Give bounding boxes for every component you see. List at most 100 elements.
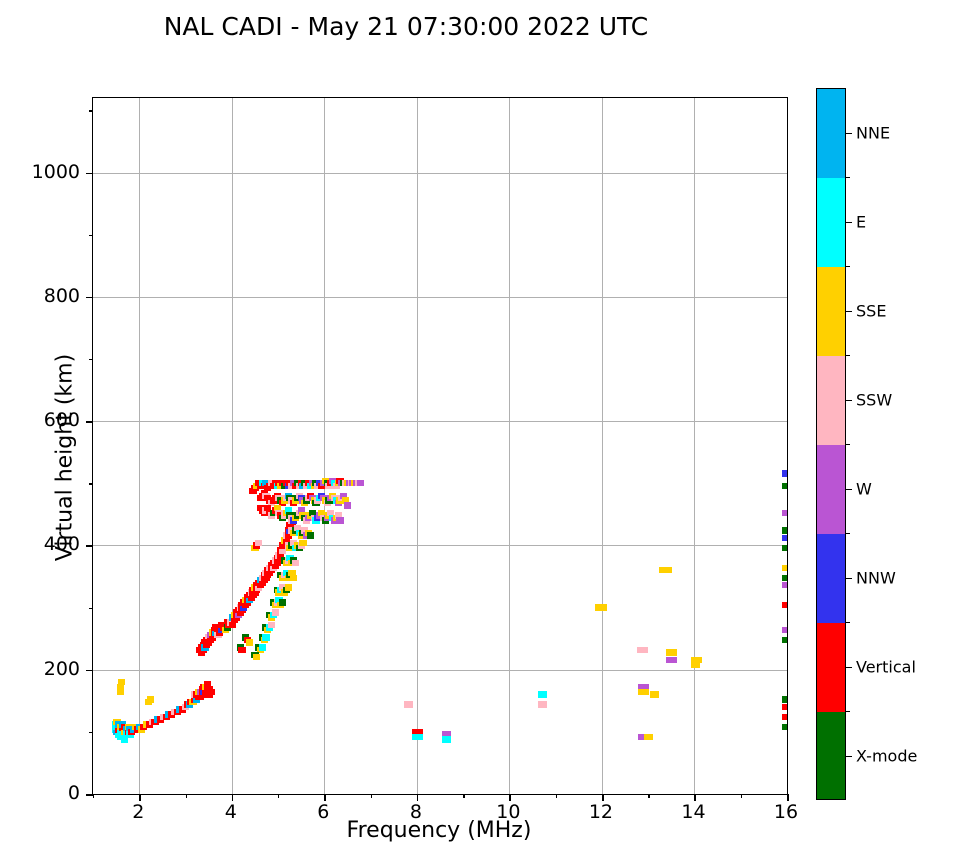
data-point — [146, 696, 154, 703]
colorbar-band-w[interactable] — [817, 445, 845, 535]
colorbar-band-vertical[interactable] — [817, 623, 845, 713]
gridline-vertical — [601, 98, 603, 794]
data-point — [340, 492, 348, 499]
gridline-horizontal — [93, 669, 787, 671]
data-point — [781, 626, 787, 634]
data-point — [540, 701, 548, 708]
data-point — [262, 634, 270, 641]
data-point — [781, 544, 787, 552]
data-point — [273, 504, 281, 512]
colorbar-tick — [846, 310, 852, 312]
data-point — [334, 512, 342, 519]
data-point — [253, 654, 261, 661]
colorbar-boundary-tick — [846, 711, 850, 713]
data-point — [600, 604, 608, 611]
data-point — [781, 534, 787, 542]
x-tick-minor — [463, 794, 465, 798]
data-point — [118, 678, 126, 686]
colorbar-tick — [846, 666, 852, 668]
data-point — [279, 547, 287, 554]
x-tick-label: 4 — [224, 801, 237, 823]
data-point — [781, 482, 787, 489]
colorbar-band-nne[interactable] — [817, 89, 845, 179]
data-point — [229, 621, 237, 629]
y-tick-major — [86, 545, 93, 548]
data-point — [317, 509, 326, 517]
x-tick-minor — [185, 794, 187, 798]
colorbar-band-e[interactable] — [817, 178, 845, 268]
plot-frame — [86, 97, 789, 801]
data-point — [342, 497, 350, 504]
colorbar-tick — [846, 755, 852, 757]
gridline-vertical — [231, 98, 233, 794]
x-tick-major — [601, 794, 604, 801]
azimuth-colorbar[interactable] — [816, 88, 846, 800]
data-point — [540, 691, 548, 698]
data-point — [284, 507, 292, 514]
gridline-horizontal — [93, 172, 787, 174]
data-point — [275, 557, 283, 564]
data-point — [327, 509, 335, 517]
data-point — [692, 661, 700, 668]
colorbar-band-x-mode[interactable] — [817, 712, 845, 799]
colorbar-label-x-mode: X-mode — [856, 746, 918, 765]
data-point — [781, 509, 787, 517]
x-tick-label: 16 — [773, 801, 799, 823]
data-point — [781, 574, 787, 581]
data-point — [299, 539, 307, 547]
colorbar-band-nnw[interactable] — [817, 534, 845, 624]
y-tick-label: 0 — [67, 782, 80, 804]
data-point — [279, 599, 287, 606]
y-tick-major — [86, 172, 93, 175]
data-point — [288, 522, 296, 529]
data-point — [290, 539, 298, 547]
colorbar-band-ssw[interactable] — [817, 356, 845, 446]
data-point — [343, 502, 352, 509]
y-axis-title: Virtual height (km) — [52, 353, 78, 562]
data-point — [664, 567, 673, 574]
x-tick-minor — [740, 794, 743, 798]
data-point — [781, 696, 787, 703]
y-tick-major — [86, 794, 93, 796]
data-point — [301, 527, 309, 534]
x-tick-minor — [370, 794, 372, 798]
data-point — [781, 601, 787, 609]
gridline-vertical — [694, 98, 696, 794]
x-tick-label: 10 — [496, 801, 521, 823]
y-tick-minor — [89, 607, 93, 609]
y-tick-label: 400 — [43, 533, 80, 556]
x-tick-label: 12 — [588, 801, 614, 823]
data-point — [306, 532, 315, 539]
y-tick-label: 200 — [43, 657, 80, 680]
colorbar-tick — [846, 132, 852, 134]
data-point — [282, 569, 290, 576]
colorbar-boundary-tick — [846, 177, 850, 179]
data-point — [297, 507, 305, 514]
colorbar-label-ssw: SSW — [856, 390, 893, 409]
data-point — [271, 609, 279, 616]
data-point — [781, 713, 787, 721]
data-point — [641, 688, 649, 696]
page-title: NAL CADI - May 21 07:30:00 2022 UTC — [163, 12, 649, 41]
x-tick-label: 2 — [132, 801, 145, 823]
data-point — [280, 542, 289, 549]
gridline-vertical — [324, 98, 326, 794]
gridline-vertical — [416, 98, 418, 794]
data-point — [258, 644, 266, 651]
data-point — [284, 532, 292, 539]
colorbar-band-sse[interactable] — [817, 267, 845, 357]
gridline-horizontal — [93, 545, 787, 547]
x-tick-major — [324, 794, 326, 801]
y-tick-major — [86, 296, 93, 299]
data-point — [264, 504, 272, 512]
data-point — [262, 480, 270, 487]
data-point — [669, 656, 677, 663]
gridline-vertical — [139, 98, 141, 794]
colorbar-label-e: E — [856, 212, 867, 231]
colorbar-boundary-tick — [846, 533, 850, 535]
y-tick-label: 600 — [43, 409, 80, 432]
data-point — [781, 470, 787, 477]
data-point — [781, 723, 787, 731]
colorbar-boundary-tick — [846, 622, 850, 624]
data-point — [416, 728, 424, 736]
